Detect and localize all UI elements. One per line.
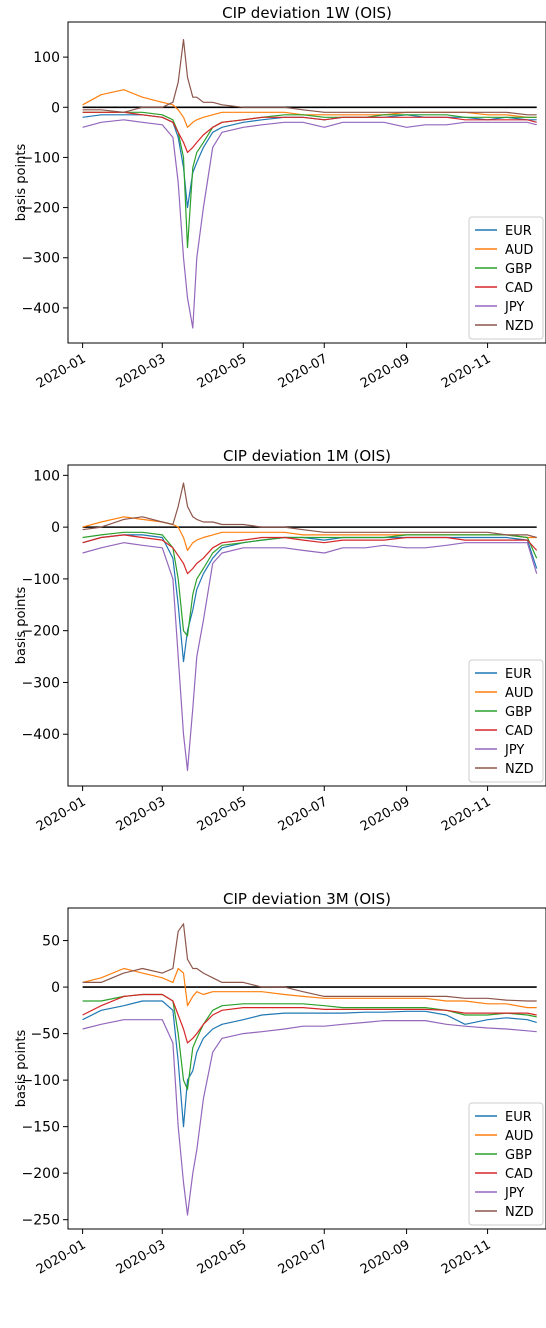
y-tick-label: −100 bbox=[22, 572, 60, 588]
legend-label-nzd: NZD bbox=[505, 319, 534, 334]
legend-label-nzd: NZD bbox=[505, 1205, 534, 1220]
legend-label-gbp: GBP bbox=[505, 262, 532, 277]
series-line-eur bbox=[82, 1000, 537, 1128]
series-line-nzd bbox=[82, 482, 537, 539]
y-tick-label: 0 bbox=[51, 980, 60, 996]
y-tick-label: 0 bbox=[51, 100, 60, 116]
y-tick-label: −100 bbox=[22, 150, 60, 166]
x-tick-label: 2020-11 bbox=[439, 351, 494, 391]
legend-label-aud: AUD bbox=[505, 243, 533, 258]
legend-label-nzd: NZD bbox=[505, 762, 534, 777]
series-line-eur bbox=[82, 534, 538, 663]
series-line-jpy bbox=[82, 542, 538, 772]
x-tick-label: 2020-11 bbox=[439, 794, 494, 834]
y-tick-label: −300 bbox=[22, 675, 60, 691]
chart-title: CIP deviation 3M (OIS) bbox=[223, 890, 391, 908]
x-tick-label: 2020-03 bbox=[114, 794, 169, 834]
legend: EUR AUD GBP CAD JPY NZD bbox=[468, 659, 544, 783]
axes-frame bbox=[67, 907, 546, 1230]
x-tick-label: 2020-01 bbox=[34, 351, 89, 391]
legend-label-jpy: JPY bbox=[504, 743, 524, 758]
axes-frame bbox=[67, 464, 546, 787]
legend-label-cad: CAD bbox=[505, 281, 533, 296]
y-tick-label: 0 bbox=[51, 520, 60, 536]
series-line-jpy bbox=[82, 1019, 537, 1216]
axes-frame bbox=[67, 21, 546, 344]
chart-3m: CIP deviation 3M (OIS) basis points 50 0 −50… bbox=[14, 890, 546, 1278]
x-tick-label: 2020-03 bbox=[114, 1237, 169, 1277]
legend-label-cad: CAD bbox=[505, 1167, 533, 1182]
legend-label-jpy: JPY bbox=[504, 1186, 524, 1201]
x-tick-label: 2020-01 bbox=[34, 1237, 89, 1277]
legend-box bbox=[468, 1102, 544, 1226]
x-tick-label: 2020-09 bbox=[358, 794, 413, 834]
chart-1w: CIP deviation 1W (OIS) basis points 100 0 −1… bbox=[14, 4, 546, 392]
y-tick-label: 100 bbox=[33, 50, 60, 66]
x-tick-label: 2020-09 bbox=[358, 351, 413, 391]
legend-label-aud: AUD bbox=[505, 686, 533, 701]
series-line-aud bbox=[82, 89, 537, 128]
y-tick-label: −150 bbox=[22, 1120, 60, 1136]
y-tick-label: −50 bbox=[30, 1027, 60, 1043]
y-tick-label: −100 bbox=[22, 1073, 60, 1089]
x-tick-label: 2020-09 bbox=[358, 1237, 413, 1277]
legend-label-gbp: GBP bbox=[505, 705, 532, 720]
series-line-eur bbox=[82, 114, 537, 209]
series-line-cad bbox=[82, 534, 538, 575]
legend-label-eur: EUR bbox=[505, 1110, 532, 1125]
legend: EUR AUD GBP CAD JPY NZD bbox=[468, 216, 544, 340]
x-tick-label: 2020-05 bbox=[195, 1237, 250, 1277]
y-tick-label: 50 bbox=[42, 934, 60, 950]
y-tick-label: −200 bbox=[22, 624, 60, 640]
legend-label-eur: EUR bbox=[505, 667, 532, 682]
y-tick-label: 100 bbox=[33, 468, 60, 484]
chart-title: CIP deviation 1M (OIS) bbox=[223, 447, 391, 465]
x-tick-label: 2020-01 bbox=[34, 794, 89, 834]
y-axis-label: basis points bbox=[14, 1030, 29, 1108]
y-tick-label: −200 bbox=[22, 1166, 60, 1182]
y-axis-label: basis points bbox=[14, 144, 29, 222]
y-axis-label: basis points bbox=[14, 587, 29, 665]
legend-box bbox=[468, 659, 544, 783]
x-tick-label: 2020-05 bbox=[195, 794, 250, 834]
chart-title: CIP deviation 1W (OIS) bbox=[222, 4, 392, 22]
chart-1m: CIP deviation 1M (OIS) basis points 100 0 −1… bbox=[14, 447, 546, 835]
series-line-aud bbox=[82, 967, 537, 1009]
x-tick-label: 2020-07 bbox=[276, 1237, 331, 1277]
y-tick-label: −200 bbox=[22, 201, 60, 217]
x-tick-label: 2020-11 bbox=[439, 1237, 494, 1277]
series-line-jpy bbox=[82, 119, 537, 329]
y-tick-label: −250 bbox=[22, 1213, 60, 1229]
series-line-nzd bbox=[82, 923, 537, 1002]
y-tick-label: −400 bbox=[22, 727, 60, 743]
legend-label-aud: AUD bbox=[505, 1129, 533, 1144]
series-line-nzd bbox=[82, 38, 537, 116]
legend-label-cad: CAD bbox=[505, 724, 533, 739]
legend-label-gbp: GBP bbox=[505, 1148, 532, 1163]
legend-label-jpy: JPY bbox=[504, 300, 524, 315]
legend-box bbox=[468, 216, 544, 340]
legend: EUR AUD GBP CAD JPY NZD bbox=[468, 1102, 544, 1226]
x-tick-label: 2020-05 bbox=[195, 351, 250, 391]
series-line-cad bbox=[82, 993, 537, 1044]
x-tick-label: 2020-07 bbox=[276, 794, 331, 834]
x-tick-label: 2020-03 bbox=[114, 351, 169, 391]
y-tick-label: −400 bbox=[22, 301, 60, 317]
series-line-cad bbox=[82, 111, 537, 153]
y-tick-label: −300 bbox=[22, 251, 60, 267]
legend-label-eur: EUR bbox=[505, 224, 532, 239]
series-line-gbp bbox=[82, 531, 538, 637]
x-tick-label: 2020-07 bbox=[276, 351, 331, 391]
